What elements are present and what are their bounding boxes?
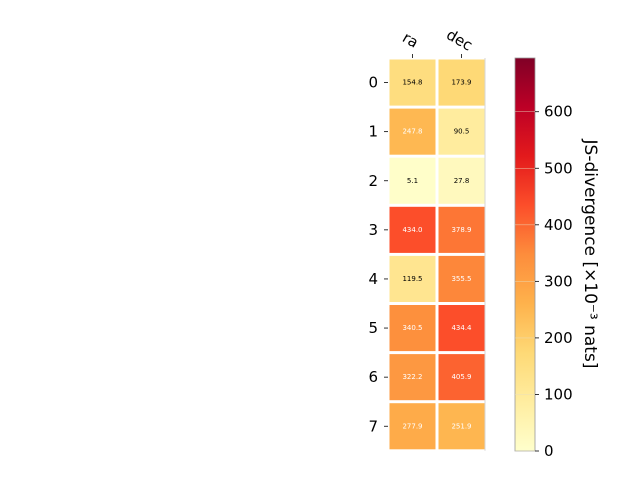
colorbar-tick-label: 600 — [544, 103, 573, 121]
heatmap-cell — [389, 206, 436, 253]
y-tick-label: 6 — [368, 368, 378, 386]
colorbar-tick-label: 500 — [544, 159, 573, 177]
cell-value-label: 355.5 — [451, 275, 471, 283]
heatmap-cell — [438, 59, 485, 106]
y-tick-label: 5 — [368, 319, 378, 337]
cell-value-label: 247.8 — [402, 128, 422, 136]
heatmap-cell — [438, 206, 485, 253]
heatmap-cell — [438, 255, 485, 302]
cell-value-label: 340.5 — [402, 324, 422, 332]
y-tick-label: 7 — [368, 417, 378, 435]
heatmap-cells: 154.8 173.9 247.8 90.5 5.1 27.8 434.0 378.9 119.… — [389, 59, 485, 450]
heatmap-cell — [438, 157, 485, 204]
heatmap-cell — [389, 157, 436, 204]
heatmap-cell — [389, 403, 436, 450]
heatmap-cell — [438, 108, 485, 155]
cell-value-label: 27.8 — [454, 177, 470, 185]
cell-value-label: 378.9 — [451, 226, 471, 234]
colorbar: 0 100 200 300 400 500 600 JS-divergence [×10⁻³… — [514, 57, 600, 460]
cell-value-label: 434.0 — [402, 226, 422, 234]
cell-value-label: 90.5 — [454, 128, 470, 136]
cell-value-label: 322.2 — [402, 373, 422, 381]
colorbar-tick-label: 300 — [544, 272, 573, 290]
colorbar-tick-label: 400 — [544, 216, 573, 234]
heatmap-cell — [389, 108, 436, 155]
heatmap-cell — [389, 354, 436, 401]
heatmap-cell — [438, 354, 485, 401]
cell-value-label: 173.9 — [451, 79, 471, 87]
cell-value-label: 154.8 — [402, 79, 422, 87]
y-tick-label: 2 — [368, 172, 378, 190]
y-tick-label: 1 — [368, 123, 378, 141]
colorbar-gradient — [514, 57, 536, 452]
cell-value-label: 434.4 — [451, 324, 472, 332]
heatmap-cell — [389, 255, 436, 302]
heatmap-cell — [438, 305, 485, 352]
cell-value-label: 119.5 — [402, 275, 422, 283]
cell-value-label: 277.9 — [402, 422, 422, 430]
cell-value-label: 5.1 — [407, 177, 418, 185]
x-tick-label: dec — [443, 25, 475, 54]
colorbar-ticks: 0 100 200 300 400 500 600 — [515, 103, 573, 460]
colorbar-tick-label: 100 — [544, 385, 573, 403]
x-tick-label: ra — [399, 28, 421, 51]
heatmap-cell — [438, 403, 485, 450]
y-tick-label: 3 — [368, 221, 378, 239]
colorbar-tick-label: 0 — [544, 442, 554, 460]
colorbar-label: JS-divergence [×10⁻³ nats] — [580, 139, 600, 369]
y-tick-label: 4 — [368, 270, 378, 288]
heatmap-cell — [389, 305, 436, 352]
heatmap-cell — [389, 59, 436, 106]
colorbar-tick-label: 200 — [544, 329, 573, 347]
cell-value-label: 405.9 — [451, 373, 471, 381]
y-tick-label: 0 — [368, 74, 378, 92]
cell-value-label: 251.9 — [451, 422, 471, 430]
